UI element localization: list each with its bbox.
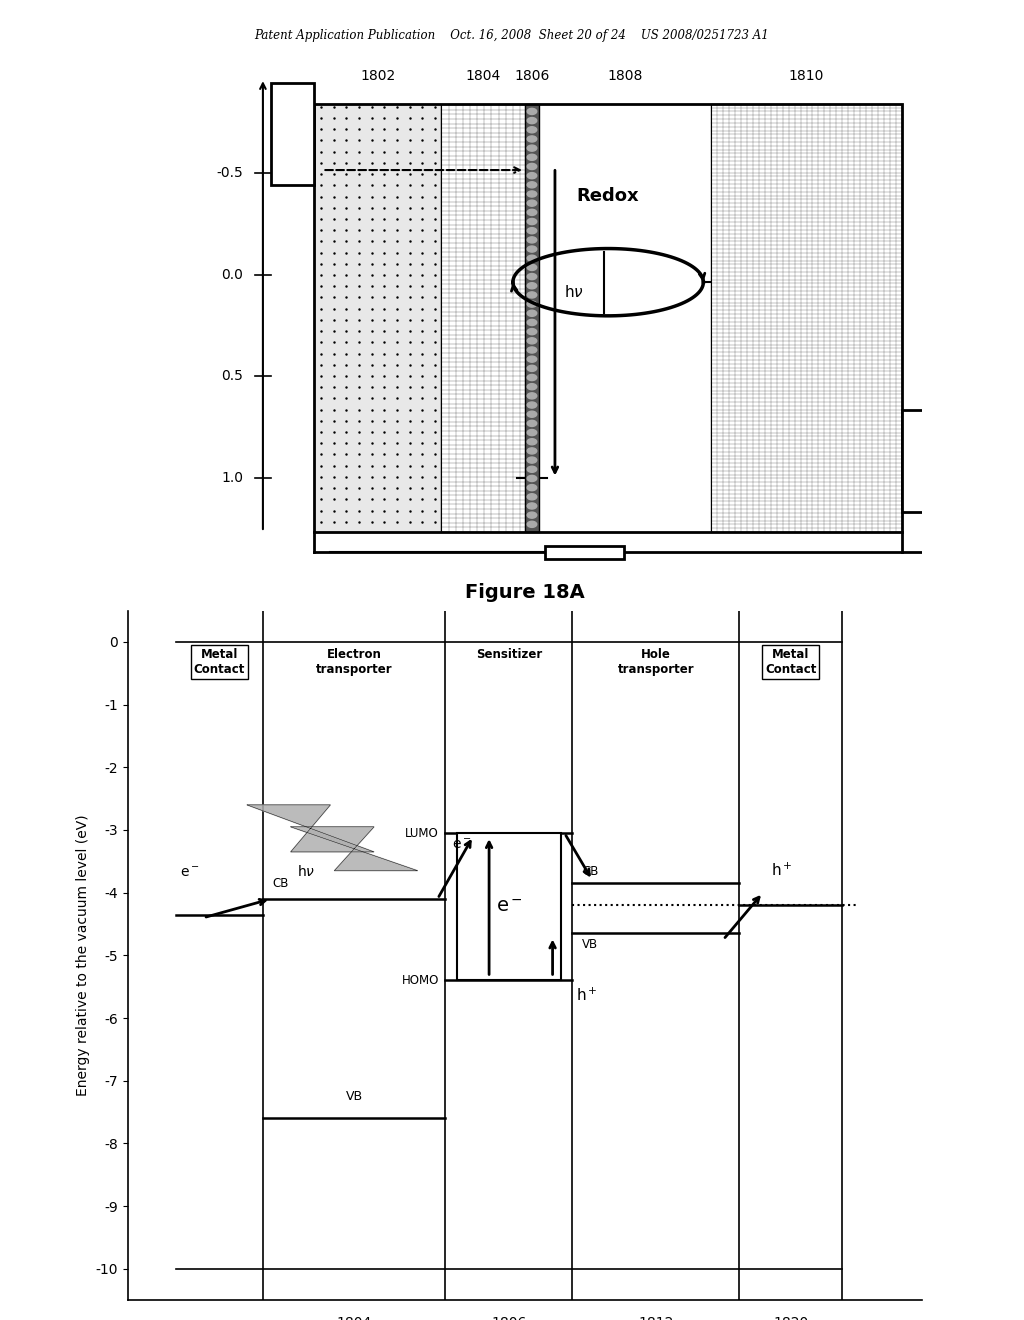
- Text: 1802: 1802: [360, 70, 395, 83]
- Text: VB: VB: [582, 939, 598, 952]
- Text: h$^+$: h$^+$: [771, 862, 793, 879]
- Circle shape: [527, 411, 537, 417]
- Circle shape: [527, 282, 537, 289]
- Text: 1806: 1806: [514, 70, 550, 83]
- Circle shape: [527, 384, 537, 389]
- Text: e$^-$: e$^-$: [496, 898, 522, 916]
- Circle shape: [527, 438, 537, 445]
- Bar: [712, 104, 902, 532]
- Circle shape: [527, 246, 537, 252]
- Text: HOMO: HOMO: [401, 974, 439, 987]
- Circle shape: [527, 310, 537, 317]
- Circle shape: [527, 255, 537, 261]
- Bar: [524, 104, 539, 532]
- Circle shape: [527, 366, 537, 371]
- Circle shape: [527, 108, 537, 115]
- Polygon shape: [247, 805, 374, 851]
- Circle shape: [527, 319, 537, 326]
- Circle shape: [527, 210, 537, 215]
- Circle shape: [527, 512, 537, 519]
- Circle shape: [527, 429, 537, 436]
- Text: 1804: 1804: [337, 1316, 372, 1320]
- Circle shape: [527, 145, 537, 152]
- Bar: [270, 83, 314, 185]
- Circle shape: [527, 191, 537, 197]
- Text: Metal
Contact: Metal Contact: [194, 648, 245, 676]
- Text: h$\nu$: h$\nu$: [564, 284, 585, 301]
- Text: 1.0: 1.0: [221, 471, 243, 486]
- Circle shape: [527, 117, 537, 124]
- Text: Patent Application Publication    Oct. 16, 2008  Sheet 20 of 24    US 2008/02517: Patent Application Publication Oct. 16, …: [255, 29, 769, 42]
- Circle shape: [527, 301, 537, 308]
- Circle shape: [527, 182, 537, 187]
- Circle shape: [527, 273, 537, 280]
- Circle shape: [527, 484, 537, 491]
- Text: CB: CB: [272, 876, 289, 890]
- Text: Metal
Contact: Metal Contact: [765, 648, 816, 676]
- Text: LUMO: LUMO: [406, 826, 439, 840]
- Bar: [314, 104, 441, 532]
- Text: -0.5: -0.5: [216, 165, 243, 180]
- Text: Figure 18A: Figure 18A: [465, 583, 585, 602]
- Text: 1806: 1806: [492, 1316, 526, 1320]
- Text: 1804: 1804: [466, 70, 501, 83]
- Circle shape: [527, 475, 537, 482]
- Text: CB: CB: [582, 865, 598, 878]
- Bar: [545, 546, 624, 558]
- Text: e$^-$: e$^-$: [452, 838, 471, 851]
- Circle shape: [527, 494, 537, 500]
- Text: 1820: 1820: [773, 1316, 808, 1320]
- Circle shape: [527, 356, 537, 362]
- Circle shape: [527, 164, 537, 169]
- Bar: [314, 104, 902, 532]
- Text: Hole
transporter: Hole transporter: [617, 648, 694, 676]
- Circle shape: [527, 521, 537, 528]
- Polygon shape: [291, 826, 418, 871]
- Bar: [902, 409, 930, 512]
- Circle shape: [527, 393, 537, 399]
- Circle shape: [527, 136, 537, 143]
- Text: Sensitizer: Sensitizer: [476, 648, 542, 661]
- Bar: [458, 833, 560, 981]
- Y-axis label: Energy relative to the vacuum level (eV): Energy relative to the vacuum level (eV): [76, 814, 90, 1096]
- Circle shape: [527, 292, 537, 298]
- Circle shape: [527, 329, 537, 335]
- Circle shape: [527, 201, 537, 206]
- Circle shape: [527, 447, 537, 454]
- Circle shape: [527, 466, 537, 473]
- Bar: [441, 104, 525, 532]
- Circle shape: [527, 420, 537, 426]
- Circle shape: [527, 236, 537, 243]
- Circle shape: [527, 219, 537, 224]
- Circle shape: [527, 227, 537, 234]
- Circle shape: [527, 503, 537, 510]
- Text: h$\nu$: h$\nu$: [297, 865, 315, 879]
- Text: 0.5: 0.5: [221, 370, 243, 384]
- Circle shape: [527, 403, 537, 408]
- Text: Redox: Redox: [577, 186, 639, 205]
- Circle shape: [527, 173, 537, 178]
- Text: 1812: 1812: [638, 1316, 674, 1320]
- Circle shape: [527, 338, 537, 345]
- Circle shape: [527, 347, 537, 352]
- Text: 1808: 1808: [607, 70, 643, 83]
- Circle shape: [527, 457, 537, 463]
- Circle shape: [527, 375, 537, 380]
- Text: 1810: 1810: [788, 70, 824, 83]
- Circle shape: [527, 127, 537, 133]
- Text: e$^-$: e$^-$: [179, 866, 200, 880]
- Text: VB: VB: [346, 1090, 362, 1102]
- Text: Electron
transporter: Electron transporter: [315, 648, 392, 676]
- Circle shape: [527, 154, 537, 160]
- Text: h$^+$: h$^+$: [577, 987, 598, 1005]
- Circle shape: [527, 264, 537, 271]
- Text: 0.0: 0.0: [221, 268, 243, 281]
